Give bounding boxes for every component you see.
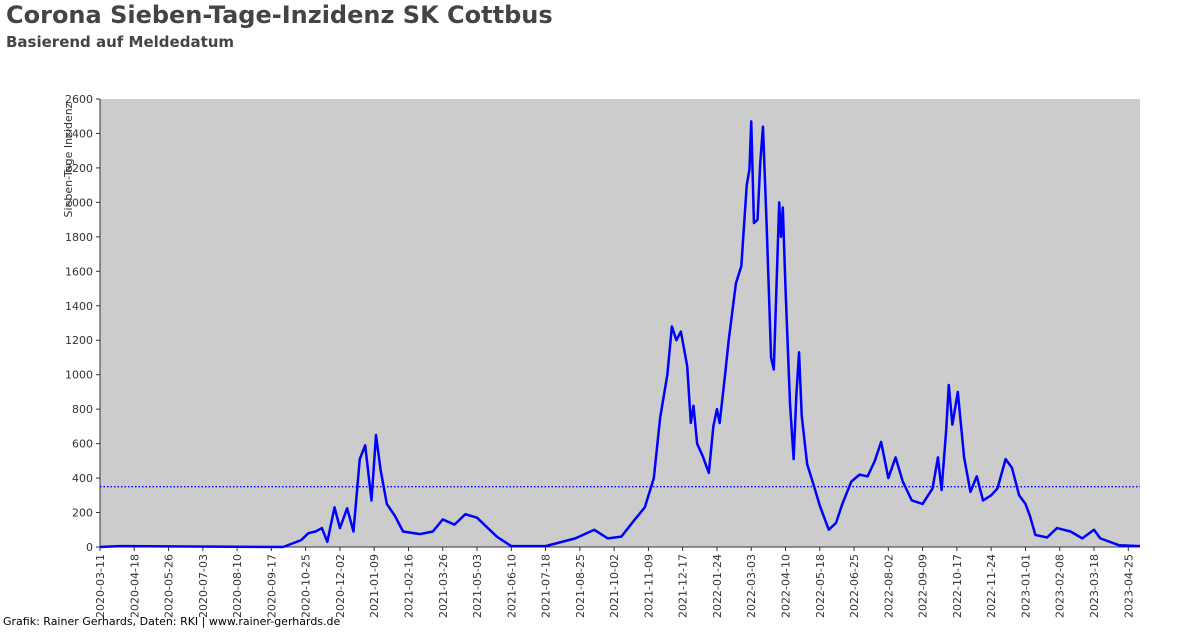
x-tick-label: 2022-06-25 [848,554,861,618]
y-axis-label: Sieben-Tage Inzidenz [62,102,75,217]
x-tick-label: 2022-04-10 [780,554,793,618]
x-tick-label: 2021-11-09 [642,554,655,618]
y-tick-label: 800 [72,403,93,416]
x-tick-label: 2020-09-17 [265,554,278,618]
x-tick-label: 2023-01-01 [1019,554,1032,618]
y-tick-label: 1000 [65,369,93,382]
y-tick-label: 1800 [65,231,93,244]
x-tick-label: 2023-04-25 [1122,554,1135,618]
y-tick-label: 600 [72,438,93,451]
chart-subtitle: Basierend auf Meldedatum [6,33,234,51]
x-tick-label: 2020-08-10 [231,554,244,618]
x-tick-label: 2022-01-24 [711,554,724,618]
x-tick-label: 2020-10-25 [300,554,313,618]
x-tick-label: 2020-05-26 [163,554,176,618]
y-tick-label: 1600 [65,265,93,278]
x-tick-label: 2021-03-26 [437,554,450,618]
y-tick-label: 2000 [65,196,93,209]
y-tick-label: 400 [72,472,93,485]
y-tick-label: 2600 [65,93,93,106]
data-line [99,120,1141,549]
x-tick-label: 2020-12-02 [334,554,347,618]
chart-title: Corona Sieben-Tage-Inzidenz SK Cottbus [6,1,553,29]
x-tick-label: 2021-12-17 [677,554,690,618]
footer: Grafik: Rainer Gerhards, Daten: RKI | ww… [3,615,341,628]
x-tick-label: 2021-06-10 [505,554,518,618]
x-tick-label: 2021-07-18 [540,554,553,618]
x-tick-label: 2022-08-02 [882,554,895,618]
x-tick-label: 2021-05-03 [471,554,484,618]
x-tick-label: 2020-07-03 [197,554,210,618]
y-tick-label: 1400 [65,300,93,313]
x-tick-label: 2022-11-24 [985,554,998,618]
x-tick-label: 2022-03-03 [745,554,758,618]
x-tick-label: 2021-02-16 [402,554,415,618]
y-tick-label: 2400 [65,127,93,140]
x-tick-label: 2023-03-18 [1088,554,1101,618]
y-tick-label: 200 [72,507,93,520]
x-tick-label: 2021-01-09 [368,554,381,618]
y-tick-label: 0 [86,541,93,554]
y-tick-label: 1200 [65,334,93,347]
x-tick-label: 2022-09-09 [917,554,930,618]
x-tick-label: 2023-02-08 [1054,554,1067,618]
x-tick-label: 2020-04-18 [128,554,141,618]
x-tick-label: 2022-10-17 [951,554,964,618]
x-tick-label: 2021-10-02 [608,554,621,618]
x-tick-label: 2020-03-11 [94,554,107,618]
y-tick-label: 2200 [65,162,93,175]
plot-background [100,99,1140,547]
x-tick-label: 2021-08-25 [574,554,587,618]
x-tick-label: 2022-05-18 [814,554,827,618]
